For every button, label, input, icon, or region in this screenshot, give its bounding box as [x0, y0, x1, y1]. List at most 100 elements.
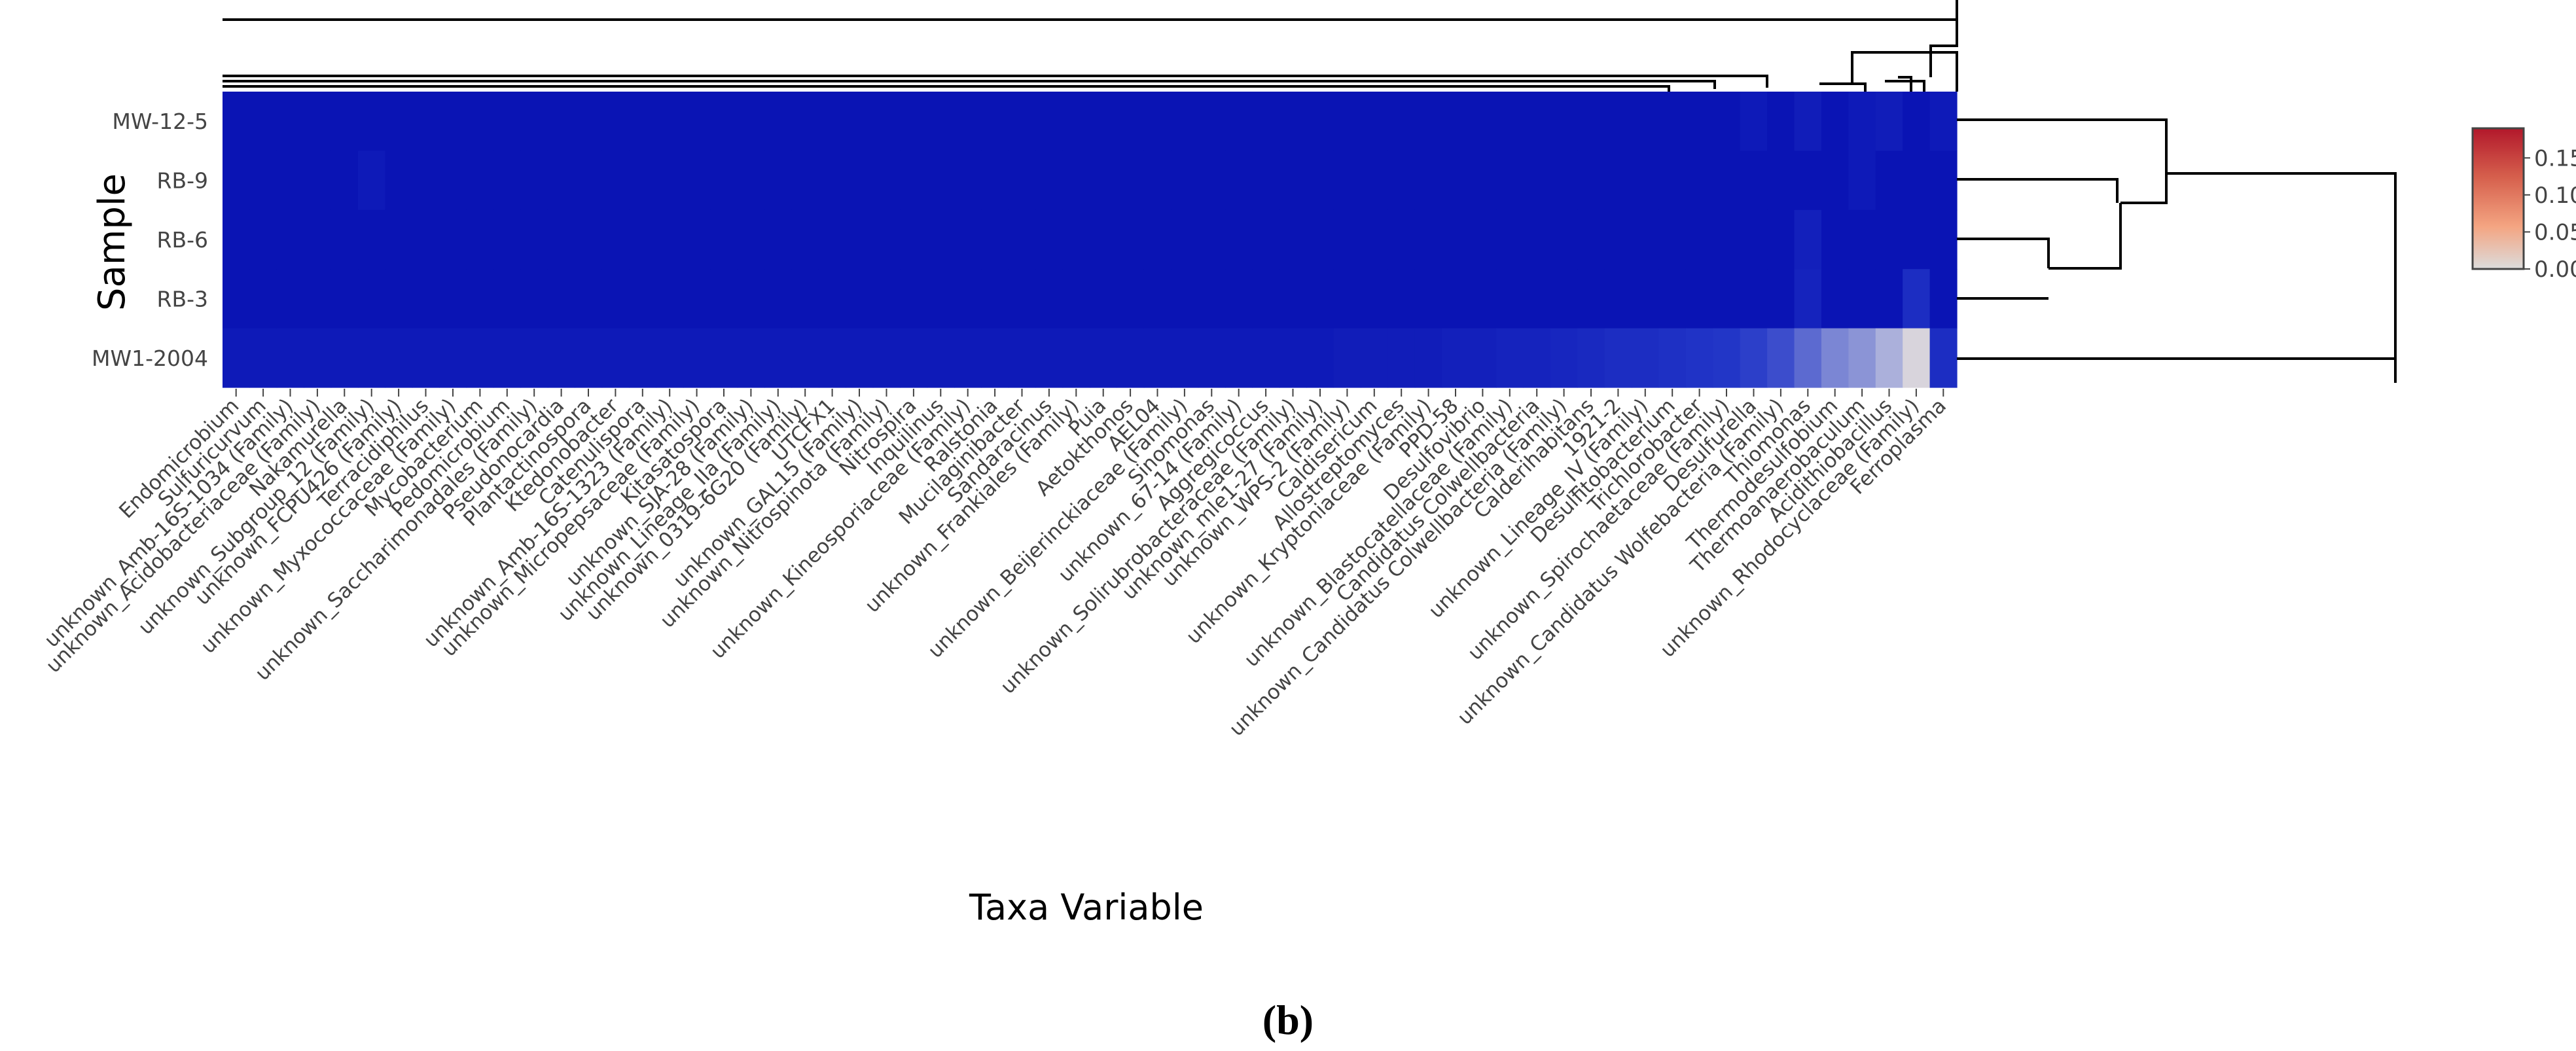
heatmap-cell	[412, 269, 440, 329]
heatmap-cell	[1306, 328, 1334, 388]
heatmap-cell	[927, 92, 955, 151]
heatmap-cell	[493, 269, 522, 329]
heatmap-cell	[900, 209, 928, 270]
heatmap-cell	[520, 92, 548, 151]
heatmap-cell	[1604, 269, 1632, 329]
heatmap-cell	[466, 328, 494, 388]
heatmap-cell	[601, 92, 630, 151]
heatmap-cell	[1171, 151, 1199, 211]
heatmap-cell	[223, 328, 251, 388]
heatmap-cell	[1496, 269, 1524, 329]
heatmap-cell	[601, 209, 630, 270]
heatmap-cell	[1658, 151, 1687, 211]
heatmap-cell	[710, 269, 738, 329]
heatmap-cell	[1848, 209, 1876, 270]
heatmap-cell	[276, 92, 304, 151]
heatmap-cell	[791, 269, 819, 329]
heatmap-cell	[304, 269, 332, 329]
heatmap-cell	[656, 92, 684, 151]
heatmap-cell	[1117, 269, 1145, 329]
heatmap-cell	[818, 269, 846, 329]
heatmap-cell	[737, 269, 765, 329]
heatmap-cell	[1577, 328, 1605, 388]
heatmap-cell	[1875, 92, 1903, 151]
heatmap-cell	[1090, 151, 1118, 211]
heatmap-cell	[1469, 269, 1497, 329]
heatmap-cell	[1387, 209, 1416, 270]
heatmap-cell	[683, 151, 711, 211]
heatmap-cell	[1225, 269, 1253, 329]
heatmap-cell	[1062, 328, 1090, 388]
heatmap-cell	[1333, 209, 1361, 270]
heatmap-cell	[1767, 151, 1795, 211]
heatmap-cell	[846, 328, 874, 388]
heatmap-cell	[683, 328, 711, 388]
heatmap-cell	[846, 209, 874, 270]
heatmap-cell	[954, 328, 982, 388]
heatmap-cell	[1713, 269, 1741, 329]
heatmap-cell	[1577, 151, 1605, 211]
heatmap-cell	[1604, 209, 1632, 270]
heatmap-cell	[900, 328, 928, 388]
y-axis-title: Sample	[91, 173, 134, 311]
heatmap-cell	[276, 328, 304, 388]
heatmap-cell	[223, 151, 251, 211]
heatmap-cell	[1469, 92, 1497, 151]
heatmap-cell	[1740, 269, 1768, 329]
heatmap-cell	[791, 209, 819, 270]
heatmap-cell	[466, 269, 494, 329]
heatmap-cell	[1903, 269, 1931, 329]
heatmap-cell	[1333, 151, 1361, 211]
heatmap-cell	[385, 92, 413, 151]
heatmap-cell	[1442, 151, 1470, 211]
heatmap-cell	[1198, 209, 1226, 270]
heatmap-cell	[1903, 209, 1931, 270]
heatmap-cell	[1469, 209, 1497, 270]
heatmap-cell	[954, 151, 982, 211]
heatmap-cell	[764, 328, 793, 388]
heatmap-cell	[1740, 328, 1768, 388]
heatmap-cell	[629, 328, 657, 388]
heatmap-cell	[981, 92, 1009, 151]
heatmap-cell	[1143, 328, 1172, 388]
heatmap-cell	[1523, 269, 1551, 329]
heatmap-cell	[1008, 151, 1036, 211]
heatmap-cell	[1090, 92, 1118, 151]
heatmap-cell	[1929, 328, 1958, 388]
heatmap-cell	[358, 269, 386, 329]
heatmap-cell	[1577, 269, 1605, 329]
heatmap-cell	[493, 151, 522, 211]
heatmap-cell	[846, 269, 874, 329]
heatmap-cell	[1658, 269, 1687, 329]
heatmap-cell	[223, 269, 251, 329]
heatmap-cell	[1143, 151, 1172, 211]
heatmap-cell	[791, 92, 819, 151]
heatmap-cell	[683, 92, 711, 151]
heatmap-cell	[1550, 328, 1578, 388]
heatmap-cell	[981, 151, 1009, 211]
heatmap-cell	[1550, 151, 1578, 211]
heatmap-cell	[412, 151, 440, 211]
heatmap-cell	[1685, 92, 1713, 151]
heatmap-cell	[927, 209, 955, 270]
heatmap-cell	[1496, 328, 1524, 388]
heatmap-cell	[439, 209, 467, 270]
heatmap-cell	[710, 328, 738, 388]
colorbar-tick-label: 0.10	[2534, 183, 2576, 209]
colorbar-gradient	[2471, 127, 2525, 270]
heatmap-cell	[1198, 328, 1226, 388]
heatmap-cell	[249, 269, 277, 329]
heatmap-cell	[1008, 269, 1036, 329]
panel-label: (b)	[1262, 997, 1314, 1043]
heatmap-cell	[818, 328, 846, 388]
heatmap-cell	[1550, 269, 1578, 329]
heatmap-cell	[872, 92, 901, 151]
heatmap-cell	[331, 209, 359, 270]
heatmap-cell	[1225, 209, 1253, 270]
heatmap-cell	[575, 328, 603, 388]
heatmap-cell	[1442, 209, 1470, 270]
heatmap-cell	[1035, 92, 1064, 151]
heatmap-cell	[981, 209, 1009, 270]
heatmap-cell	[1821, 269, 1849, 329]
heatmap-cell	[872, 328, 901, 388]
